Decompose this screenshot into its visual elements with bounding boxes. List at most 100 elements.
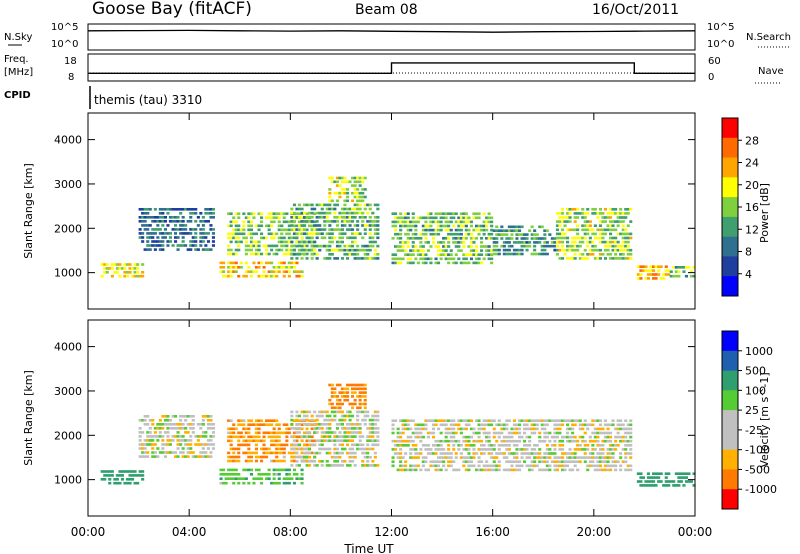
x-tick-label: 12:00: [374, 525, 409, 539]
scatter-cell: [340, 427, 344, 430]
scatter-cell: [285, 232, 289, 236]
scatter-cell: [361, 402, 365, 406]
scatter-cell: [563, 464, 567, 468]
scatter-cell: [469, 253, 473, 256]
scatter-cell: [449, 427, 453, 431]
scatter-cell: [588, 439, 592, 443]
scatter-cell: [603, 228, 607, 232]
scatter-cell: [571, 468, 575, 472]
scatter-cell: [452, 423, 456, 427]
scatter-cell: [505, 423, 509, 427]
scatter-cell: [285, 473, 289, 476]
scatter-cell: [308, 435, 312, 438]
scatter-cell: [282, 451, 286, 455]
scatter-cell: [358, 398, 362, 402]
scatter-cell: [300, 427, 304, 431]
scatter-cell: [439, 444, 443, 447]
scatter-cell: [247, 419, 251, 422]
scatter-cell: [318, 203, 322, 207]
scatter-cell: [287, 274, 291, 278]
scatter-cell: [601, 236, 605, 240]
scatter-cell: [563, 248, 567, 252]
scatter-cell: [335, 180, 339, 184]
scatter-cell: [351, 216, 355, 219]
scatter-cell: [616, 435, 620, 439]
scatter-cell: [168, 427, 172, 430]
scatter-cell: [351, 427, 355, 430]
scatter-cell: [163, 419, 167, 422]
scatter-cell: [396, 216, 400, 220]
scatter-cell: [204, 443, 208, 446]
scatter-cell: [346, 211, 350, 215]
scatter-cell: [272, 220, 276, 224]
scatter-cell: [452, 237, 456, 240]
scatter-cell: [525, 427, 529, 431]
scatter-cell: [358, 423, 362, 426]
scatter-cell: [538, 237, 542, 240]
scatter-cell: [227, 261, 231, 265]
scatter-cell: [624, 240, 628, 244]
scatter-cell: [247, 451, 251, 455]
scatter-cell: [437, 220, 441, 224]
scatter-cell: [581, 240, 585, 244]
scatter-cell: [191, 455, 195, 458]
scatter-cell: [568, 248, 572, 252]
scatter-cell: [141, 212, 145, 215]
scatter-cell: [277, 473, 281, 476]
scatter-cell: [657, 273, 661, 276]
scatter-cell: [439, 216, 443, 220]
scatter-cell: [280, 459, 284, 463]
scatter-cell: [179, 439, 183, 442]
scatter-cell: [105, 470, 109, 473]
scatter-cell: [219, 481, 223, 485]
scatter-cell: [406, 241, 410, 244]
scatter-cell: [333, 406, 337, 410]
scatter-cell: [308, 443, 312, 447]
scatter-cell: [502, 456, 506, 459]
scatter-cell: [591, 208, 595, 211]
scatter-cell: [340, 232, 344, 235]
scatter-cell: [257, 477, 261, 480]
scatter-cell: [391, 253, 395, 256]
scatter-cell: [305, 203, 309, 207]
scatter-cell: [500, 423, 504, 427]
scatter-cell: [333, 460, 337, 463]
scatter-cell: [611, 228, 615, 232]
scatter-cell: [305, 216, 309, 219]
scatter-cell: [351, 184, 355, 187]
scatter-cell: [361, 236, 365, 240]
scatter-cell: [603, 208, 607, 211]
scatter-cell: [330, 431, 334, 434]
scatter-cell: [292, 270, 296, 273]
scatter-cell: [454, 423, 458, 427]
scatter-cell: [206, 240, 210, 243]
scatter-cell: [168, 236, 172, 239]
scatter-cell: [502, 248, 506, 252]
scatter-cell: [624, 208, 628, 211]
scatter-cell: [444, 212, 448, 215]
scatter-cell: [611, 257, 615, 260]
scatter-cell: [654, 476, 658, 479]
scatter-cell: [247, 427, 251, 431]
scatter-cell: [179, 224, 183, 227]
scatter-cell: [396, 439, 400, 443]
scatter-cell: [163, 451, 167, 454]
scatter-cell: [411, 261, 415, 265]
scatter-cell: [624, 244, 628, 248]
scatter-cell: [227, 248, 231, 252]
scatter-cell: [305, 414, 309, 418]
scatter-cell: [485, 419, 489, 422]
scatter-cell: [641, 476, 645, 479]
scatter-cell: [426, 452, 430, 455]
scatter-cell: [603, 419, 607, 422]
scatter-cell: [409, 456, 413, 459]
scatter-cell: [568, 220, 572, 223]
scatter-cell: [404, 216, 408, 220]
scatter-cell: [158, 431, 162, 434]
scatter-cell: [209, 455, 213, 458]
scatter-cell: [247, 447, 251, 451]
scatter-cell: [487, 249, 491, 252]
scatter-cell: [363, 398, 367, 402]
colorbar-tick-label: -1000: [745, 483, 777, 496]
scatter-cell: [624, 444, 628, 447]
